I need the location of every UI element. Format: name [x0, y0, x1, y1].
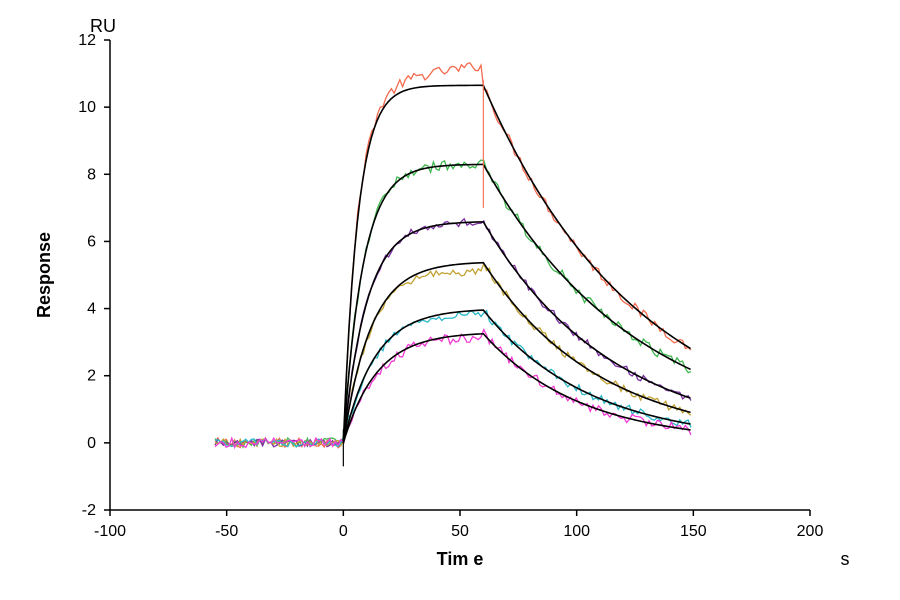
y-tick-label: 10 [78, 99, 96, 116]
x-unit-label: s [841, 549, 850, 569]
y-axis-title: Response [34, 232, 54, 318]
x-tick-label: 100 [563, 523, 590, 540]
y-tick-label: 2 [87, 368, 96, 385]
y-tick-label: 6 [87, 233, 96, 250]
y-tick-label: -2 [82, 502, 96, 519]
x-tick-label: -50 [215, 523, 238, 540]
y-unit-label: RU [90, 16, 116, 36]
x-axis-title: Tim e [437, 549, 484, 569]
y-tick-label: 4 [87, 301, 96, 318]
chart-svg: -100-50050100150200-2024681012Tim eRespo… [0, 0, 900, 600]
x-tick-label: -100 [94, 523, 126, 540]
x-tick-label: 200 [797, 523, 824, 540]
y-tick-label: 8 [87, 166, 96, 183]
x-tick-label: 150 [680, 523, 707, 540]
x-tick-label: 0 [339, 523, 348, 540]
y-tick-label: 0 [87, 435, 96, 452]
sensorgram-chart: -100-50050100150200-2024681012Tim eRespo… [0, 0, 900, 600]
x-tick-label: 50 [451, 523, 469, 540]
